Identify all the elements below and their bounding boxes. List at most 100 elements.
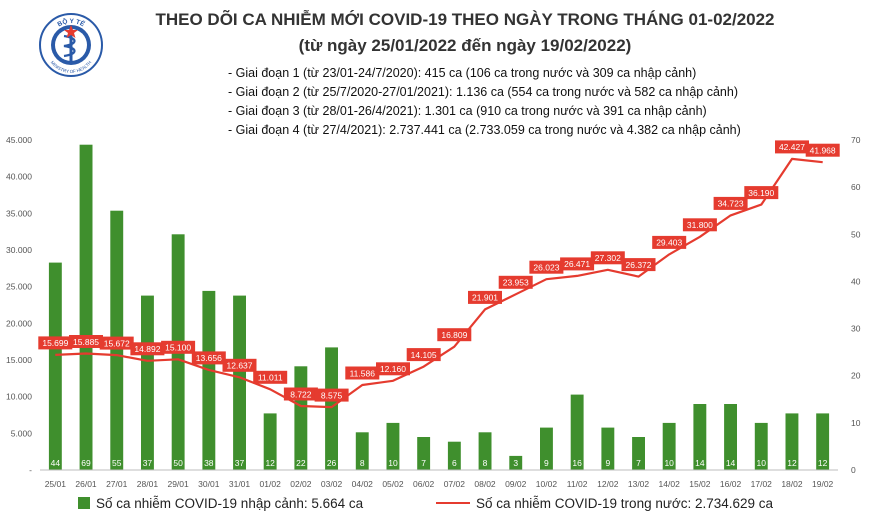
bar-02/02 (294, 366, 308, 470)
left-tick-10.000: 10.000 (6, 392, 32, 402)
line-label-box-19/02 (805, 143, 840, 157)
left-tick-25.000: 25.000 (6, 282, 32, 292)
line-label-box-12/02 (590, 251, 625, 265)
line-label-13/02: 26.372 (626, 260, 652, 270)
line-label-10/02: 26.023 (533, 262, 559, 272)
line-label-box-14/02 (652, 235, 687, 249)
legend-import-label: Số ca nhiễm COVID-19 nhập cảnh: 5.664 ca (96, 496, 364, 511)
bar-label-11/02: 16 (572, 458, 582, 468)
bar-label-10/02: 9 (544, 458, 549, 468)
line-label-03/02: 8.575 (321, 390, 343, 400)
bar-10/02 (540, 427, 553, 470)
line-label-05/02: 12.160 (380, 364, 406, 374)
x-axis: 25/01 26/01 27/01 28/01 29/01 30/01 31/01 01/02… (40, 469, 838, 489)
line-label-box-18/02 (775, 140, 809, 154)
bar-label-15/02: 14 (695, 458, 705, 468)
bar-28/01 (141, 295, 154, 470)
right-tick-60: 60 (851, 182, 861, 192)
line-label-09/02: 23.953 (503, 278, 529, 288)
line-label-30/01: 13.656 (196, 353, 222, 363)
x-tick-09/02: 09/02 (505, 479, 527, 489)
bar-label-30/01: 38 (204, 458, 214, 468)
x-tick-14/02: 14/02 (659, 479, 681, 489)
bar-06/02 (417, 437, 431, 470)
right-tick-10: 10 (851, 418, 861, 428)
x-tick-18/02: 18/02 (781, 479, 803, 489)
x-tick-01/02: 01/02 (260, 479, 282, 489)
legend-domestic: Số ca nhiễm COVID-19 trong nước: 2.734.6… (436, 496, 773, 511)
line-label-box-09/02 (498, 275, 533, 289)
x-tick-07/02: 07/02 (444, 479, 466, 489)
left-tick-35.000: 35.000 (6, 208, 32, 218)
bar-12/02 (601, 427, 615, 470)
left-tick-30.000: 30.000 (6, 245, 32, 255)
right-y-axis: 0 10 20 30 40 50 60 70 (851, 135, 861, 475)
stage-2-summary: - Giai đoạn 2 (từ 25/7/2020-27/01/2021):… (228, 85, 738, 99)
line-label-31/01: 12.637 (227, 361, 253, 371)
bar-label-01/02: 12 (265, 458, 275, 468)
x-tick-11/02: 11/02 (567, 479, 588, 489)
line-label-box-27/01 (99, 336, 134, 350)
line-label-box-26/01 (69, 335, 103, 348)
right-tick-20: 20 (851, 371, 861, 381)
left-tick--: - (29, 465, 32, 475)
line-label-04/02: 11.586 (350, 368, 376, 378)
left-tick-15.000: 15.000 (6, 355, 32, 365)
bar-18/02 (785, 413, 799, 470)
bar-16/02 (724, 404, 737, 470)
import-cases-bars: 44 69 55 37 50 38 37 12 22 26 8 10 7 6 8 3 9 16 9 7 10 14 14 10… (48, 144, 830, 470)
x-tick-05/02: 05/02 (382, 479, 404, 489)
x-tick-16/02: 16/02 (720, 479, 742, 489)
line-label-box-06/02 (406, 348, 441, 362)
line-label-19/02: 41.968 (810, 146, 836, 156)
legend-line-swatch (436, 502, 470, 504)
x-tick-17/02: 17/02 (751, 479, 773, 489)
line-label-01/02: 11.011 (258, 373, 283, 383)
bar-label-07/02: 6 (452, 458, 457, 468)
bar-03/02 (325, 347, 338, 470)
bar-label-04/02: 8 (360, 458, 365, 468)
bar-05/02 (386, 422, 400, 470)
left-tick-40.000: 40.000 (6, 172, 32, 182)
x-tick-04/02: 04/02 (352, 479, 374, 489)
ministry-of-health-logo: BỘ Y TẾ MINISTRY OF HEALTH (39, 13, 103, 77)
bar-label-14/02: 10 (664, 458, 674, 468)
left-tick-5.000: 5.000 (11, 428, 33, 438)
bar-label-08/02: 8 (483, 458, 488, 468)
x-tick-08/02: 08/02 (474, 479, 496, 489)
stage-summary: - Giai đoạn 1 (từ 23/01-24/7/2020): 415 … (228, 64, 741, 140)
line-label-box-05/02 (376, 362, 410, 376)
bar-01/02 (263, 413, 277, 470)
line-label-box-17/02 (744, 186, 779, 200)
line-label-box-07/02 (437, 328, 472, 342)
line-label-box-11/02 (560, 257, 595, 271)
line-label-box-08/02 (468, 290, 502, 304)
domestic-cases-line: 15.699 15.885 15.672 14.892 15.100 13.656 12.6… (38, 140, 840, 409)
bar-09/02 (509, 455, 523, 470)
bar-30/01 (202, 290, 216, 470)
right-tick-70: 70 (851, 135, 861, 145)
line-label-box-04/02 (345, 366, 380, 380)
bar-04/02 (355, 432, 369, 470)
bar-25/01 (48, 262, 62, 470)
right-tick-50: 50 (851, 229, 861, 239)
line-label-box-03/02 (314, 388, 349, 402)
x-tick-27/01: 27/01 (106, 479, 128, 489)
bar-19/02 (816, 413, 830, 470)
x-tick-26/01: 26/01 (75, 479, 97, 489)
line-label-box-16/02 (713, 196, 748, 210)
x-tick-02/02: 02/02 (290, 479, 312, 489)
right-tick-0: 0 (851, 465, 856, 475)
bar-label-19/02: 12 (818, 458, 828, 468)
line-label-box-10/02 (529, 260, 564, 274)
line-label-27/01: 15.672 (104, 338, 130, 348)
bar-label-18/02: 12 (787, 458, 797, 468)
line-label-box-02/02 (283, 387, 318, 401)
line-label-29/01: 15.100 (165, 343, 191, 353)
chart-title: THEO DÕI CA NHIỄM MỚI COVID-19 THEO NGÀY… (155, 10, 775, 29)
bar-label-25/01: 44 (51, 458, 61, 468)
bar-label-29/01: 50 (173, 458, 183, 468)
right-tick-30: 30 (851, 324, 861, 334)
bar-15/02 (693, 404, 707, 470)
